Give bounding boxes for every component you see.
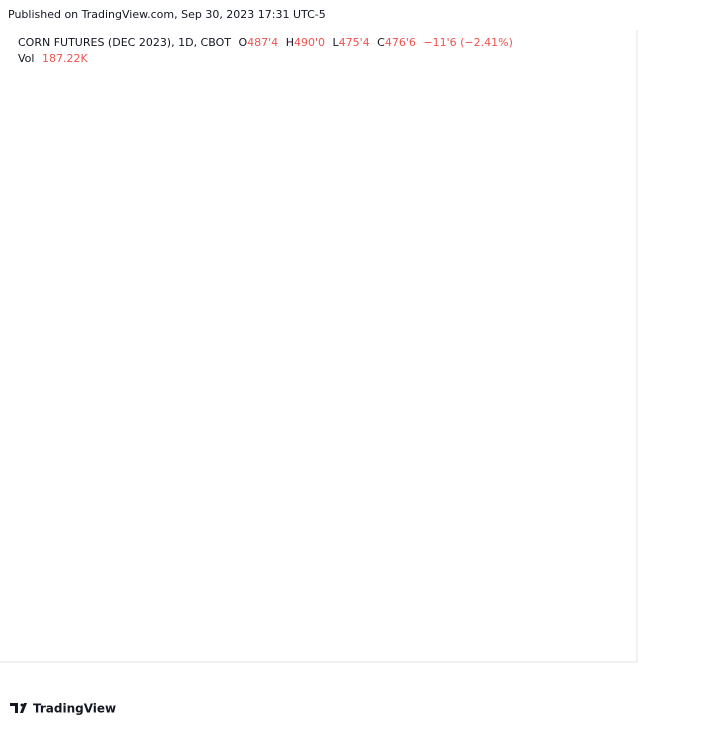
open-key: O [238, 36, 247, 49]
symbol-title: CORN FUTURES (DEC 2023), 1D, CBOT [18, 36, 231, 49]
high-value: 490'0 [294, 36, 325, 49]
close-key: C [377, 36, 385, 49]
volume-value: 187.22K [42, 52, 88, 65]
footer-text: TradingView [33, 702, 116, 716]
volume-legend: Vol 187.22K [18, 52, 88, 65]
volume-key: Vol [18, 52, 34, 65]
high-key: H [286, 36, 294, 49]
open-value: 487'4 [247, 36, 278, 49]
legend: CORN FUTURES (DEC 2023), 1D, CBOT O487'4… [18, 36, 513, 49]
published-note: Published on TradingView.com, Sep 30, 20… [8, 8, 326, 21]
close-value: 476'6 [385, 36, 416, 49]
footer-logo: TradingView [10, 702, 116, 716]
change-value: −11'6 (−2.41%) [423, 36, 512, 49]
low-key: L [333, 36, 340, 49]
low-value: 475'4 [339, 36, 370, 49]
